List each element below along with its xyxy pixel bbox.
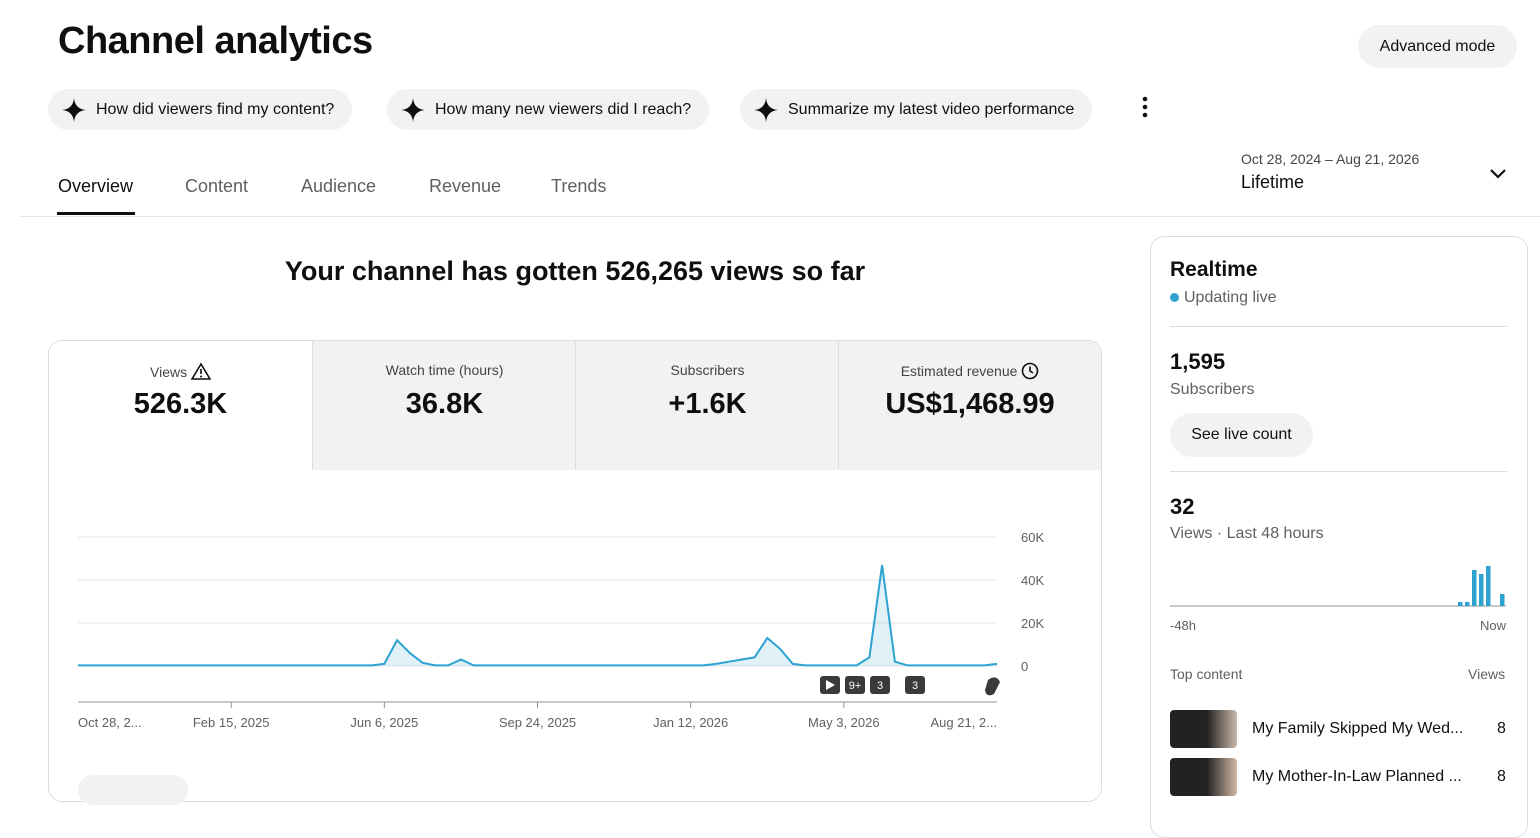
chart-markers: 9+ 3 3 (820, 676, 1000, 696)
metric-label: Estimated revenue (900, 363, 1018, 379)
suggestion-text: How many new viewers did I reach? (435, 100, 692, 118)
x-tick-label: Feb 15, 2025 (193, 715, 270, 730)
divider (1170, 326, 1507, 327)
tab[interactable]: Trends (551, 176, 607, 196)
metric-card[interactable]: Views 526.3K (49, 341, 312, 470)
dropdown-icon[interactable] (1488, 166, 1508, 182)
video-title[interactable]: My Mother-In-Law Planned ... (1252, 768, 1462, 785)
x-tick-label: Aug 21, 2... (931, 715, 998, 730)
bar (1465, 602, 1470, 606)
metric-value: 36.8K (405, 388, 484, 420)
y-tick-label: 20K (1021, 616, 1044, 631)
video-marker[interactable] (905, 676, 925, 694)
y-tick-label: 40K (1021, 573, 1044, 588)
play-icon (826, 680, 835, 690)
tab[interactable]: Overview (58, 176, 134, 196)
x-tick-label: -48h (1170, 618, 1196, 633)
video-thumbnail[interactable] (1170, 710, 1237, 748)
video-marker[interactable] (845, 676, 865, 694)
marker-count: 9+ (849, 680, 862, 692)
line (78, 564, 998, 667)
sparkle-icon (62, 98, 86, 122)
metric-value: US$1,468.99 (885, 388, 1055, 420)
x-tick-label: Jan 12, 2026 (653, 715, 728, 730)
metric-label: Subscribers (670, 362, 745, 378)
top-content-header: Top content (1170, 666, 1243, 682)
tab[interactable]: Revenue (429, 176, 502, 196)
suggestion-chip[interactable]: How many new viewers did I reach? (387, 89, 710, 130)
shorts-marker[interactable] (985, 677, 1000, 696)
x-tick-label: May 3, 2026 (808, 715, 880, 730)
x-tick-label: Sep 24, 2025 (499, 715, 576, 730)
x-tick-label: Oct 28, 2... (78, 715, 142, 730)
bar (1472, 570, 1477, 606)
metric-value: +1.6K (668, 388, 747, 420)
metric-card[interactable]: Estimated revenue US$1,468.99 (838, 341, 1101, 470)
realtime-views: 32 (1170, 494, 1195, 519)
suggestion-chip[interactable]: How did viewers find my content? (48, 89, 353, 130)
realtime-status: Updating live (1170, 289, 1277, 307)
bar (1500, 594, 1505, 606)
warning-icon (190, 362, 212, 380)
clock-icon (1022, 362, 1039, 380)
live-dot (1170, 293, 1179, 302)
realtime-views-label: Views · Last 48 hours (1170, 525, 1324, 542)
page: Channel analytics Advanced mode How did … (20, 20, 1540, 838)
date-range-label[interactable]: Lifetime (1241, 172, 1305, 192)
bar (1458, 602, 1463, 606)
video-marker[interactable] (870, 676, 890, 694)
views-header: Views (1468, 666, 1506, 682)
suggestion-text: How did viewers find my content? (96, 100, 335, 118)
views-chart: 9+ 3 3 0 20K 40K 60K Oct 28, 2... Feb 15, 202… (78, 530, 1044, 730)
video-views: 8 (1497, 720, 1506, 737)
tab[interactable]: Content (185, 176, 249, 196)
see-more-button[interactable] (78, 775, 188, 805)
subscriber-count: 1,595 (1170, 349, 1226, 374)
marker-count: 3 (877, 680, 883, 692)
metric-card[interactable]: Subscribers +1.6K (575, 341, 839, 470)
metric-label: Watch time (hours) (385, 362, 504, 378)
bar (1479, 574, 1484, 606)
status-text: Updating live (1184, 289, 1277, 306)
x-tick-label: Now (1480, 618, 1507, 633)
date-range: Oct 28, 2024 – Aug 21, 2026 (1241, 151, 1420, 167)
headline: Your channel has gotten 526,265 views so… (284, 256, 866, 286)
area (78, 565, 997, 666)
realtime-title: Realtime (1170, 258, 1258, 281)
realtime-chart: -48h Now (1170, 566, 1507, 633)
sparkle-icon (754, 98, 778, 122)
suggestion-text: Summarize my latest video performance (788, 100, 1075, 118)
bar (1486, 566, 1491, 606)
video-title[interactable]: My Family Skipped My Wed... (1252, 720, 1464, 737)
y-tick-label: 0 (1021, 659, 1028, 674)
subscriber-label: Subscribers (1170, 381, 1255, 398)
suggestion-chip[interactable]: Summarize my latest video performance (740, 89, 1093, 130)
metric-card[interactable]: Watch time (hours) 36.8K (312, 341, 576, 470)
metric-value: 526.3K (133, 388, 228, 420)
see-live-count-button[interactable]: See live count (1170, 413, 1313, 457)
tab[interactable]: Audience (301, 176, 377, 196)
metric-label: Views (150, 364, 188, 380)
advanced-mode-button[interactable]: Advanced mode (1358, 25, 1517, 68)
more-button[interactable] (1135, 95, 1155, 121)
page-title: Channel analytics (58, 20, 373, 62)
video-views: 8 (1497, 768, 1506, 785)
divider (20, 216, 1540, 217)
sparkle-icon (401, 98, 425, 122)
tab-underline (57, 212, 135, 215)
marker-count: 3 (912, 680, 918, 692)
y-tick-label: 60K (1021, 530, 1044, 545)
x-tick-label: Jun 6, 2025 (350, 715, 418, 730)
divider (1170, 471, 1507, 472)
video-thumbnail[interactable] (1170, 758, 1237, 796)
